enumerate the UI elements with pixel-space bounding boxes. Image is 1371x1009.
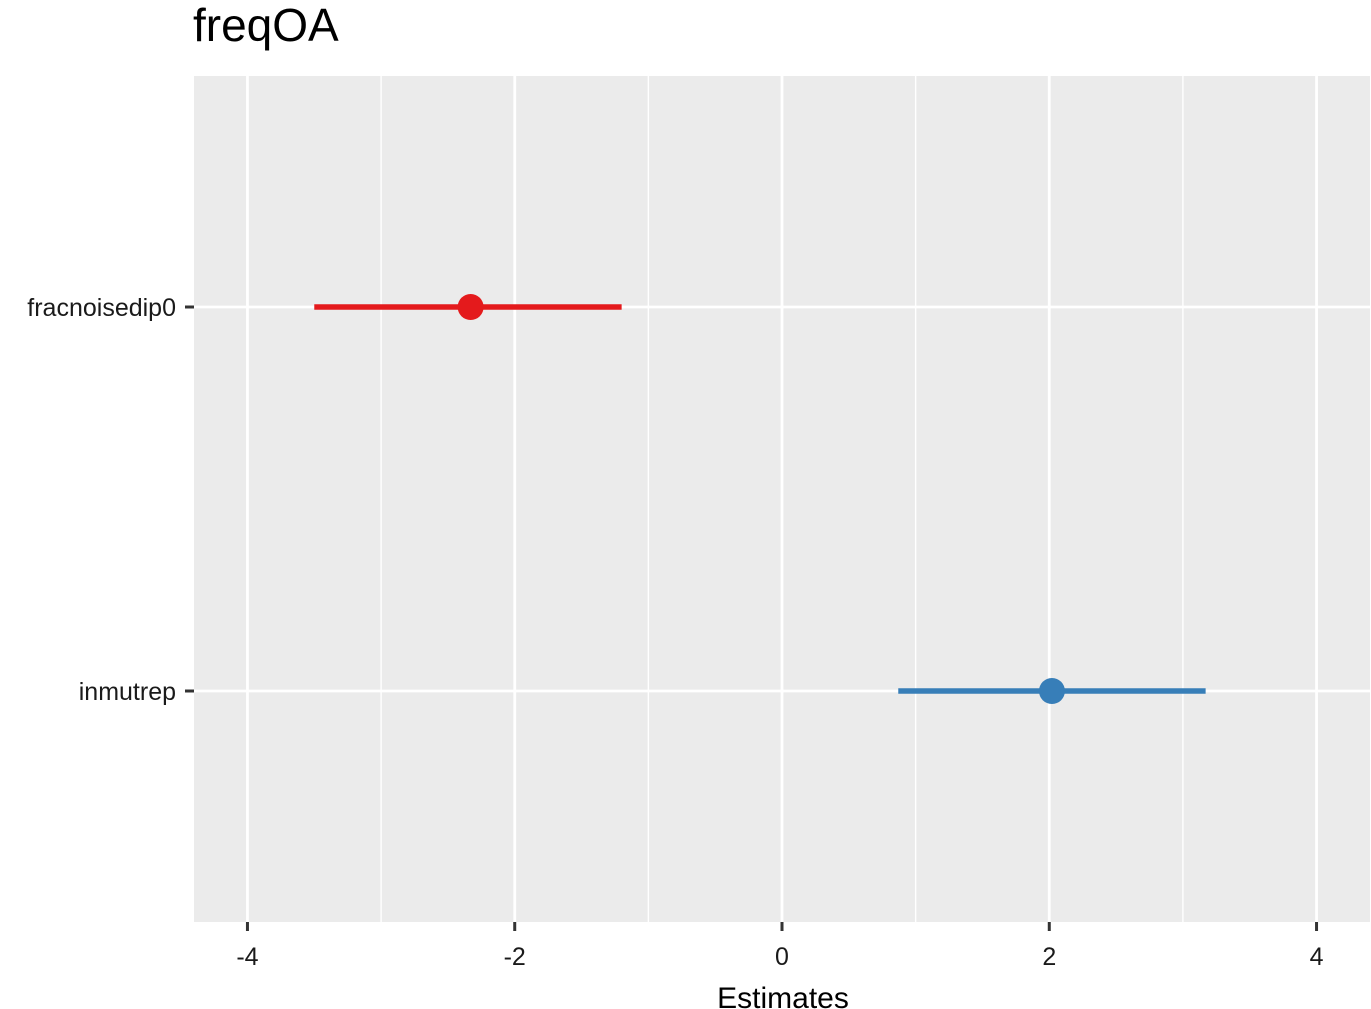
x-tick-label: 4 xyxy=(1310,943,1324,971)
x-axis: -4 -2 0 2 4 xyxy=(236,922,1324,971)
x-tick-label: -4 xyxy=(236,943,258,971)
y-tick-label: fracnoisedip0 xyxy=(27,294,176,322)
x-axis-title: Estimates xyxy=(717,982,849,1009)
minor-grid xyxy=(380,76,1184,922)
chart-title: freqOA xyxy=(193,0,339,51)
y-axis: fracnoisedip0 inmutrep xyxy=(27,294,194,706)
estimate-point-fracnoisedip0 xyxy=(457,294,484,320)
estimate-marks xyxy=(314,294,1206,704)
x-tick-label: -2 xyxy=(504,943,526,971)
x-tick-label: 0 xyxy=(775,943,789,971)
estimate-point-inmutrep xyxy=(1038,678,1065,704)
y-tick-label: inmutrep xyxy=(79,678,176,706)
x-tick-label: 2 xyxy=(1042,943,1056,971)
